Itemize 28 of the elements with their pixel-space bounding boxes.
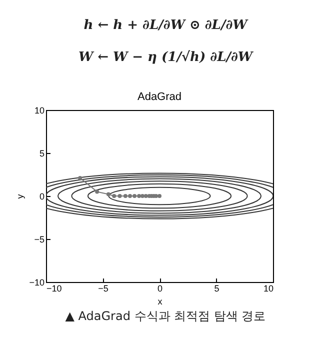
point: [140, 194, 144, 198]
point: [144, 194, 148, 198]
y-tick-label: 10: [34, 106, 44, 116]
text: h ← h + ∂L/∂W ⊙ ∂L/∂W: [82, 18, 250, 33]
point: [95, 190, 100, 194]
x-tick-label: −10: [46, 284, 62, 294]
x-tick-label: 10: [263, 284, 274, 294]
point: [106, 192, 110, 196]
x-tick-label: 0: [157, 284, 163, 294]
y-tick-label: −5: [34, 234, 44, 244]
point: [112, 194, 116, 198]
point: [137, 194, 142, 198]
text: ▲ AdaGrad 수식과 최적점 탐색 경로: [64, 308, 267, 325]
x-tick-label: 5: [214, 284, 220, 294]
point: [158, 194, 162, 198]
point: [128, 194, 132, 198]
y-axis-title: y: [15, 194, 26, 199]
point: [132, 194, 137, 198]
chart-title: AdaGrad: [137, 91, 182, 103]
point: [154, 194, 158, 198]
point: [118, 194, 122, 198]
point: [123, 194, 128, 198]
text: W ← W − η (1/√h) ∂L/∂W: [77, 50, 254, 65]
x-tick-label: −5: [98, 284, 108, 294]
point: [78, 176, 82, 180]
x-axis-title: x: [158, 296, 163, 306]
y-tick-label: 5: [39, 148, 44, 158]
y-tick-label: 0: [39, 192, 44, 202]
